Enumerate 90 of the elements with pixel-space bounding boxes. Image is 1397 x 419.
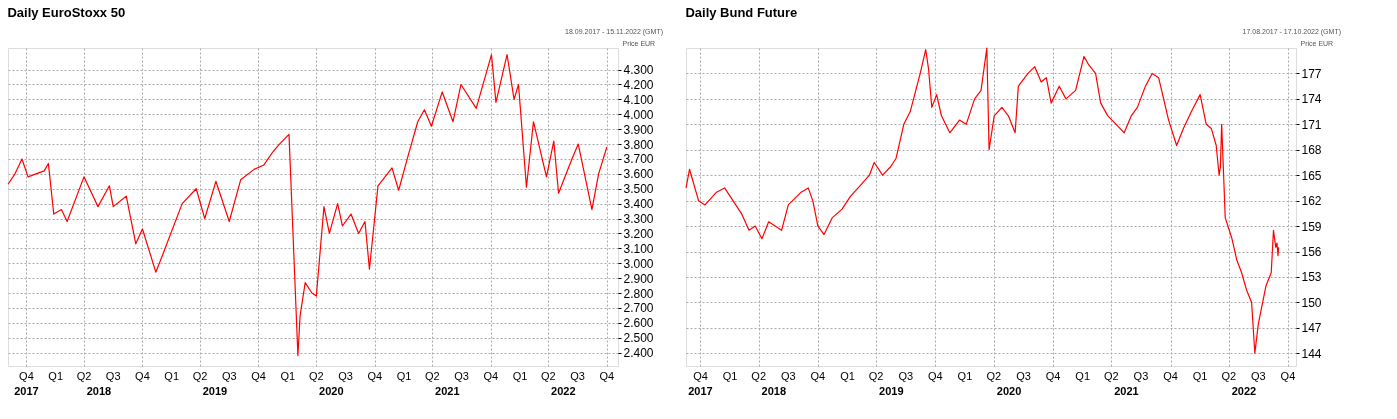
y-tick-label: 153 bbox=[1301, 270, 1322, 285]
x-tick-label: Q3 bbox=[338, 370, 353, 382]
x-tick-label: Q2 bbox=[1103, 370, 1119, 382]
x2-tick-label: 2021 bbox=[1114, 385, 1139, 397]
x-tick-label: Q4 bbox=[928, 370, 943, 382]
y-tick-label: 3.500 bbox=[623, 182, 654, 197]
x-tick-label: Q3 bbox=[1251, 370, 1266, 382]
x2-tick-label: 2022 bbox=[1231, 385, 1257, 397]
y-tick-label: 156 bbox=[1301, 245, 1322, 260]
x-tick-label: Q3 bbox=[1133, 370, 1149, 382]
x-tick-label: Q1 bbox=[164, 370, 180, 382]
y-tick-label: 4.000 bbox=[623, 107, 654, 122]
y-tick-label: 3.800 bbox=[623, 137, 654, 152]
y-tick-label: 159 bbox=[1301, 219, 1322, 234]
x-tick-label: Q1 bbox=[1192, 370, 1208, 382]
line-series bbox=[7, 54, 608, 357]
y-tick-label: 4.200 bbox=[623, 77, 654, 92]
y-tick-label: 3.100 bbox=[623, 241, 654, 256]
y-tick-label: 3.200 bbox=[623, 226, 654, 241]
y-tick-label: 174 bbox=[1301, 92, 1322, 107]
x-tick-label: Q2 bbox=[76, 370, 92, 382]
y-tick-label: 2.700 bbox=[623, 301, 654, 316]
x-tick-label: Q4 bbox=[693, 370, 708, 382]
x-tick-label: Q4 bbox=[1045, 370, 1061, 382]
x2-tick-label: 2020 bbox=[319, 385, 344, 397]
y-tick-label: 2.500 bbox=[623, 331, 654, 346]
chart-title: Daily Bund Future bbox=[685, 5, 798, 20]
y-tick-label: 2.400 bbox=[623, 346, 654, 361]
y-tick-label: 3.700 bbox=[623, 152, 654, 167]
y-tick-label: 2.600 bbox=[623, 316, 654, 331]
y-tick-label: 3.000 bbox=[623, 256, 654, 271]
x-tick-label: Q4 bbox=[1163, 370, 1178, 382]
x-tick-label: Q4 bbox=[251, 370, 266, 382]
x-tick-label: Q4 bbox=[483, 370, 499, 382]
x2-tick-label: 2021 bbox=[435, 385, 460, 397]
x-tick-label: Q1 bbox=[840, 370, 855, 382]
y-tick-label: 168 bbox=[1301, 143, 1322, 158]
y-tick-label: 4.100 bbox=[623, 92, 654, 107]
y-tick-label: 3.300 bbox=[623, 212, 654, 227]
x2-tick-label: 2019 bbox=[202, 385, 228, 397]
y-tick-label: 177 bbox=[1301, 66, 1322, 81]
y-tick-label: 165 bbox=[1301, 168, 1322, 183]
x-tick-label: Q2 bbox=[192, 370, 208, 382]
x2-tick-label: 2020 bbox=[996, 385, 1022, 397]
y-tick-label: 147 bbox=[1301, 321, 1322, 336]
x-tick-label: Q2 bbox=[986, 370, 1002, 382]
x2-tick-label: 2018 bbox=[86, 385, 112, 397]
x2-tick-label: 2019 bbox=[879, 385, 904, 397]
x-tick-label: Q2 bbox=[1221, 370, 1237, 382]
x-tick-label: Q1 bbox=[396, 370, 412, 382]
x-tick-label: Q4 bbox=[810, 370, 826, 382]
x2-tick-label: 2018 bbox=[761, 385, 787, 397]
x-tick-label: Q3 bbox=[221, 370, 237, 382]
x2-tick-label: 2022 bbox=[551, 385, 576, 397]
x-tick-label: Q3 bbox=[570, 370, 585, 382]
x-tick-label: Q4 bbox=[1280, 370, 1296, 382]
x-tick-label: Q2 bbox=[868, 370, 884, 382]
x-tick-label: Q2 bbox=[425, 370, 440, 382]
y-tick-label: 2.800 bbox=[623, 286, 654, 301]
y-tick-label: 3.900 bbox=[623, 122, 654, 137]
x-tick-label: Q4 bbox=[135, 370, 150, 382]
chart-title: Daily EuroStoxx 50 bbox=[7, 5, 126, 20]
x-tick-label: Q1 bbox=[512, 370, 528, 382]
x-tick-label: Q1 bbox=[722, 370, 738, 382]
x-tick-label: Q2 bbox=[541, 370, 556, 382]
x2-tick-label: 2017 bbox=[688, 385, 713, 397]
x-tick-label: Q3 bbox=[105, 370, 121, 382]
x-tick-label: Q1 bbox=[1075, 370, 1091, 382]
y-tick-label: 144 bbox=[1301, 346, 1322, 361]
y-tick-label: 3.400 bbox=[623, 197, 654, 212]
x-tick-label: Q4 bbox=[599, 370, 615, 382]
y-tick-label: 162 bbox=[1301, 194, 1322, 209]
x-tick-label: Q3 bbox=[1016, 370, 1031, 382]
x-tick-label: Q1 bbox=[957, 370, 973, 382]
x-tick-label: Q1 bbox=[280, 370, 296, 382]
x-tick-label: Q1 bbox=[48, 370, 64, 382]
x-tick-label: Q3 bbox=[454, 370, 469, 382]
x-tick-label: Q2 bbox=[308, 370, 324, 382]
x-tick-label: Q4 bbox=[367, 370, 383, 382]
x-tick-label: Q3 bbox=[780, 370, 796, 382]
x-tick-label: Q4 bbox=[19, 370, 34, 382]
y-tick-label: 3.600 bbox=[623, 167, 654, 182]
y-tick-label: 4.300 bbox=[623, 63, 654, 78]
x2-tick-label: 2017 bbox=[14, 385, 39, 397]
x-tick-label: Q3 bbox=[898, 370, 914, 382]
line-series bbox=[685, 47, 1280, 354]
y-tick-label: 171 bbox=[1301, 117, 1322, 132]
y-tick-label: 150 bbox=[1301, 295, 1322, 310]
y-tick-label: 2.900 bbox=[623, 271, 654, 286]
x-tick-label: Q2 bbox=[751, 370, 767, 382]
